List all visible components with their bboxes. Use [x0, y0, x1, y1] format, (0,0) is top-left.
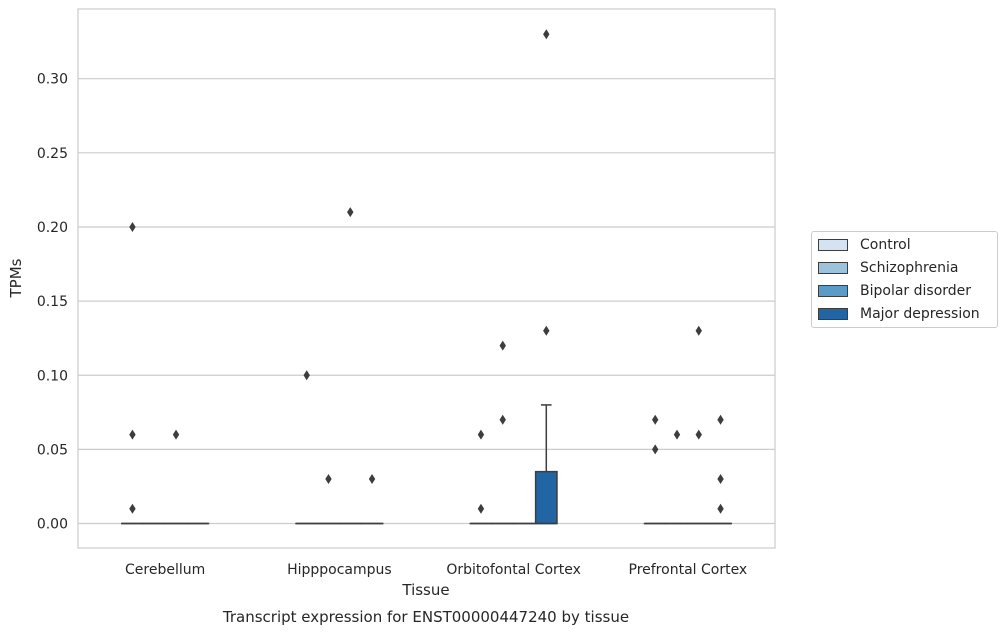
- legend-label-schizophrenia: Schizophrenia: [860, 260, 959, 276]
- outlier-point: [695, 325, 702, 336]
- legend-swatch-major-depression: [818, 308, 848, 320]
- legend-label-control: Control: [860, 237, 911, 253]
- outlier-point: [652, 444, 659, 455]
- outlier-point: [717, 414, 724, 425]
- y-tick-label: 0.20: [37, 220, 68, 236]
- plot-frame: [77, 8, 776, 549]
- outlier-point: [477, 503, 485, 514]
- y-tick-labels: 0.00 0.05 0.10 0.15 0.20 0.25 0.30: [37, 72, 68, 533]
- outlier-point: [499, 414, 506, 425]
- y-tick-label: 0.30: [37, 72, 68, 88]
- x-axis-title: Tissue: [401, 581, 449, 599]
- legend-swatch-schizophrenia: [818, 262, 848, 274]
- chart-caption: Transcript expression for ENST0000044724…: [222, 608, 629, 626]
- outlier-point: [129, 221, 136, 232]
- outlier-point: [717, 474, 724, 485]
- x-tick-label: Hipppocampus: [287, 562, 392, 578]
- outlier-point: [303, 370, 310, 381]
- outlier-point: [129, 429, 136, 440]
- x-tick-label: Cerebellum: [125, 562, 205, 578]
- outlier-point: [673, 429, 681, 440]
- legend-item-control: Control: [818, 235, 911, 255]
- outlier-point: [347, 207, 354, 218]
- x-tick-label: Prefrontal Cortex: [629, 562, 748, 578]
- legend-label-bipolar-disorder: Bipolar disorder: [860, 283, 972, 299]
- box-plots: [121, 29, 732, 525]
- outlier-point: [172, 429, 180, 440]
- outlier-point: [543, 29, 550, 40]
- x-tick-label: Orbitofontal Cortex: [446, 562, 581, 578]
- outlier-point: [499, 340, 506, 351]
- legend-item-bipolar-disorder: Bipolar disorder: [818, 281, 971, 301]
- outlier-point: [325, 474, 332, 485]
- grid-lines: [78, 78, 775, 525]
- legend-swatch-bipolar-disorder: [818, 285, 848, 297]
- y-axis-title: TPMs: [7, 258, 25, 298]
- y-tick-label: 0.25: [37, 146, 68, 162]
- outlier-point: [129, 503, 136, 514]
- y-tick-label: 0.10: [37, 368, 68, 384]
- legend-label-major-depression: Major depression: [860, 306, 980, 322]
- legend: Control Schizophrenia Bipolar disorder M…: [811, 231, 998, 328]
- outlier-point: [477, 429, 485, 440]
- box-major-depression-orbitofontal-cortex: [534, 470, 558, 525]
- legend-item-schizophrenia: Schizophrenia: [818, 258, 958, 278]
- x-tick-labels: Cerebellum Hipppocampus Orbitofontal Corte…: [125, 562, 747, 578]
- outlier-point: [543, 325, 550, 336]
- outlier-point: [368, 474, 376, 485]
- legend-item-major-depression: Major depression: [818, 304, 980, 324]
- legend-swatch-control: [818, 239, 848, 251]
- outlier-point: [695, 429, 702, 440]
- y-tick-label: 0.15: [37, 294, 68, 310]
- y-tick-label: 0.00: [37, 517, 68, 533]
- outlier-point: [652, 414, 659, 425]
- outlier-point: [717, 503, 724, 514]
- y-tick-label: 0.05: [37, 442, 68, 458]
